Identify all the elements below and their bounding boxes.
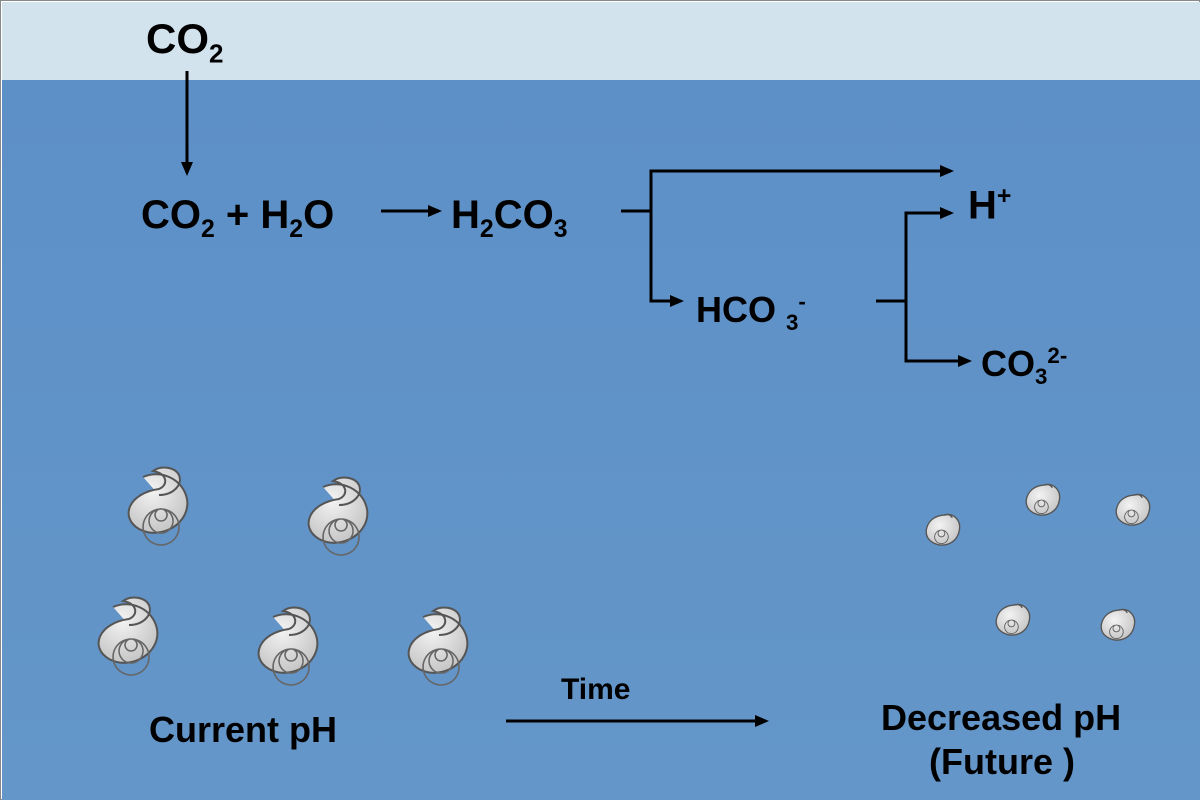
label-current: Current pH <box>149 709 337 751</box>
label-co2-air: CO2 <box>146 15 223 69</box>
label-future2: (Future ) <box>929 741 1075 783</box>
label-hco3: HCO 3- <box>696 289 806 336</box>
label-h2co3: H2CO3 <box>451 193 567 244</box>
label-time: Time <box>561 673 630 707</box>
label-future1: Decreased pH <box>881 697 1121 739</box>
label-h-plus: H+ <box>968 183 1011 228</box>
label-reaction: CO2 + H2O <box>141 193 334 244</box>
label-co3: CO32- <box>981 343 1067 390</box>
